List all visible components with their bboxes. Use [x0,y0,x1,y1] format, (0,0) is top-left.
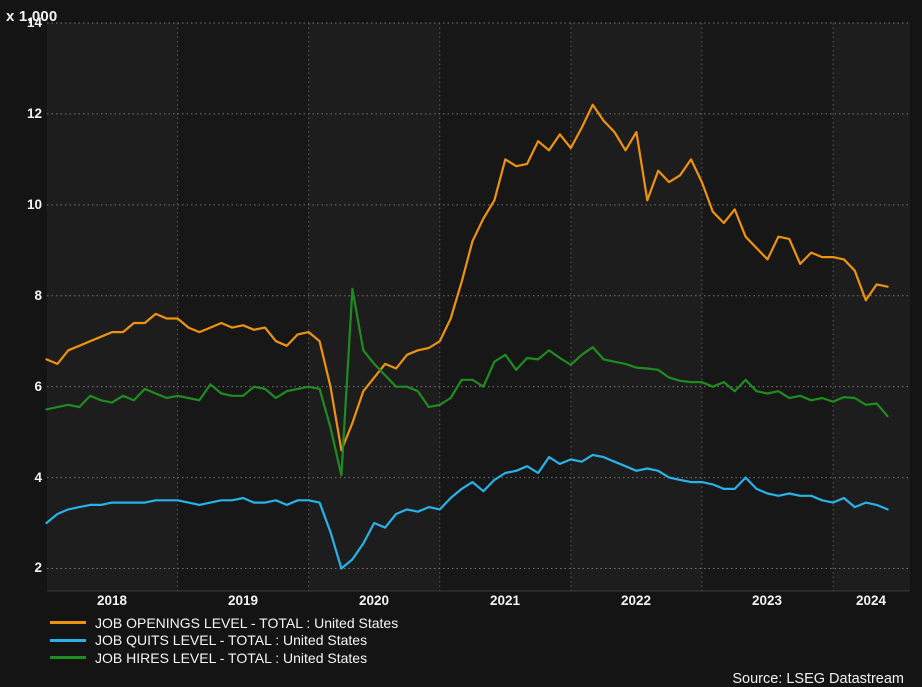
x-axis-tick-2020: 2020 [358,593,390,608]
legend-swatch-hires-line [50,656,86,660]
x-axis-tick-2019: 2019 [227,593,259,608]
y-axis-tick-2: 2 [34,560,42,575]
legend-label-hires: JOB HIRES LEVEL - TOTAL : United States [95,649,368,666]
source-attribution: Source: LSEG Datastream [732,671,904,687]
y-axis-tick-12: 12 [26,106,42,121]
x-axis-tick-2024: 2024 [855,593,887,608]
legend-item-openings: JOB OPENINGS LEVEL - TOTAL : United Stat… [50,614,398,632]
x-axis-tick-2018: 2018 [96,593,128,608]
y-axis-tick-10: 10 [26,197,42,212]
x-axis-tick-2023: 2023 [751,593,783,608]
legend: JOB OPENINGS LEVEL - TOTAL : United Stat… [50,614,398,667]
y-axis-tick-8: 8 [34,288,42,303]
legend-label-openings: JOB OPENINGS LEVEL - TOTAL : United Stat… [95,614,399,631]
y-axis-tick-14: 14 [26,15,42,30]
x-axis-tick-2022: 2022 [620,593,652,608]
legend-swatch-openings-line [50,621,86,625]
legend-item-hires: JOB HIRES LEVEL - TOTAL : United States [50,649,398,667]
y-axis-tick-6: 6 [34,379,42,394]
legend-swatch-quits-line [50,638,86,642]
y-axis-tick-4: 4 [34,470,42,485]
legend-label-quits: JOB QUITS LEVEL - TOTAL : United States [95,632,368,649]
x-axis-tick-2021: 2021 [489,593,521,608]
y-axis-scale-label: x 1,000 [6,8,58,25]
legend-item-quits: JOB QUITS LEVEL - TOTAL : United States [50,632,398,650]
